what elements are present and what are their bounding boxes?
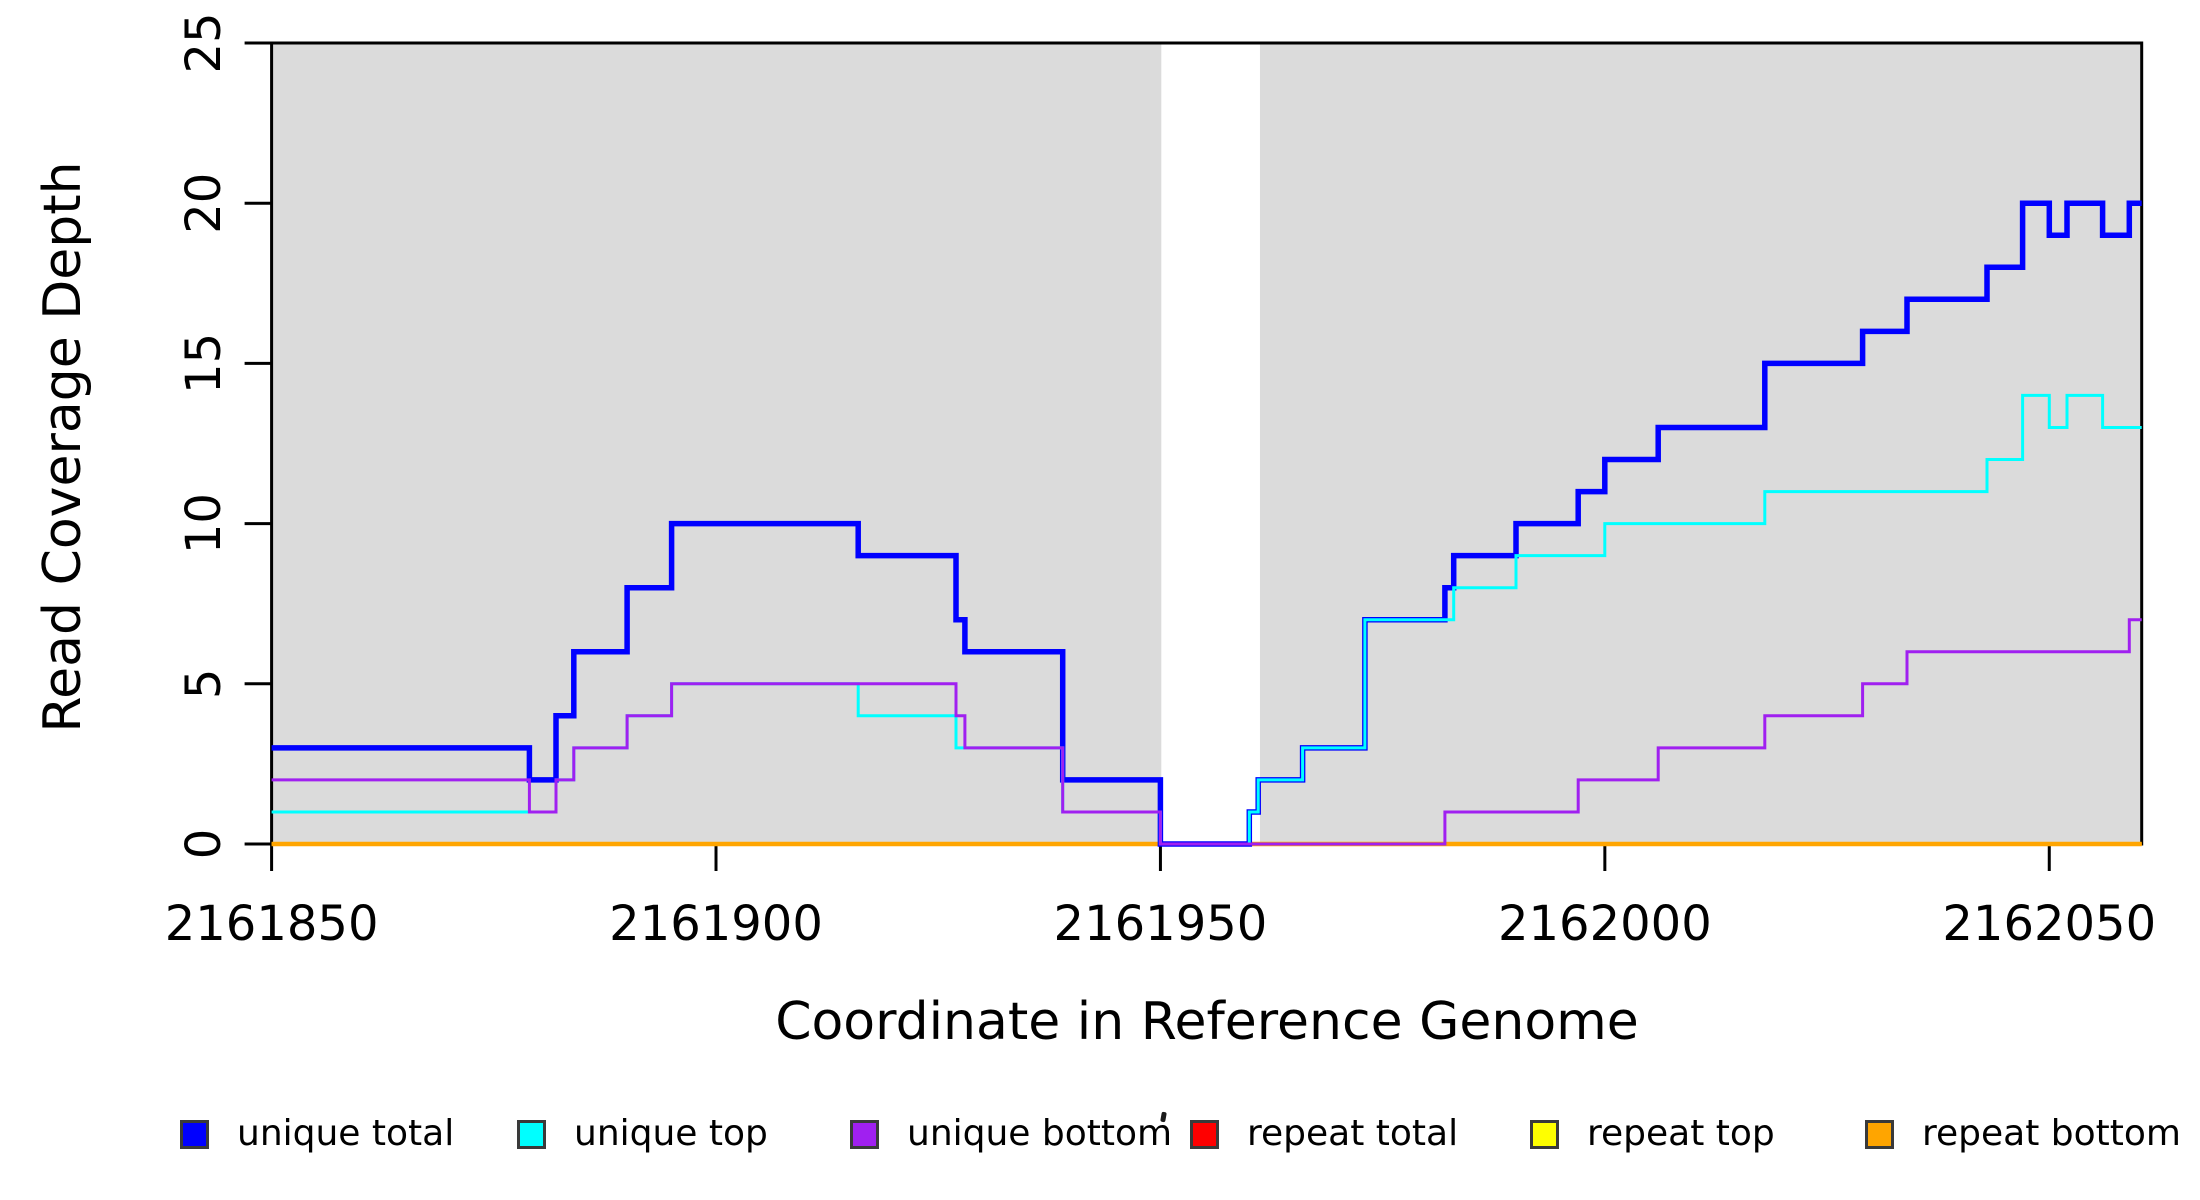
x-tick-label-2162000: 2162000 bbox=[1498, 896, 1712, 952]
x-tick-label-2162050: 2162050 bbox=[1942, 896, 2156, 952]
x-tick-label-2161950: 2161950 bbox=[1054, 896, 1268, 952]
x-tick-label-2161900: 2161900 bbox=[609, 896, 823, 952]
x-tick-label-2161850: 2161850 bbox=[165, 896, 379, 952]
plot-band-left bbox=[271, 43, 1162, 844]
plot-band-right bbox=[1259, 43, 2142, 844]
y-tick-label-20: 20 bbox=[176, 173, 232, 234]
y-tick-label-5: 5 bbox=[176, 669, 232, 700]
series-line-unique-bottom bbox=[271, 618, 2142, 846]
y-axis-title: Read Coverage Depth bbox=[33, 161, 93, 733]
series-line-unique-total bbox=[271, 200, 2142, 847]
y-tick-label-0: 0 bbox=[176, 829, 232, 860]
y-tick-label-25: 25 bbox=[176, 12, 232, 73]
x-axis-title: Coordinate in Reference Genome bbox=[775, 992, 1639, 1052]
y-tick-label-10: 10 bbox=[176, 493, 232, 554]
y-tick-label-15: 15 bbox=[176, 333, 232, 394]
